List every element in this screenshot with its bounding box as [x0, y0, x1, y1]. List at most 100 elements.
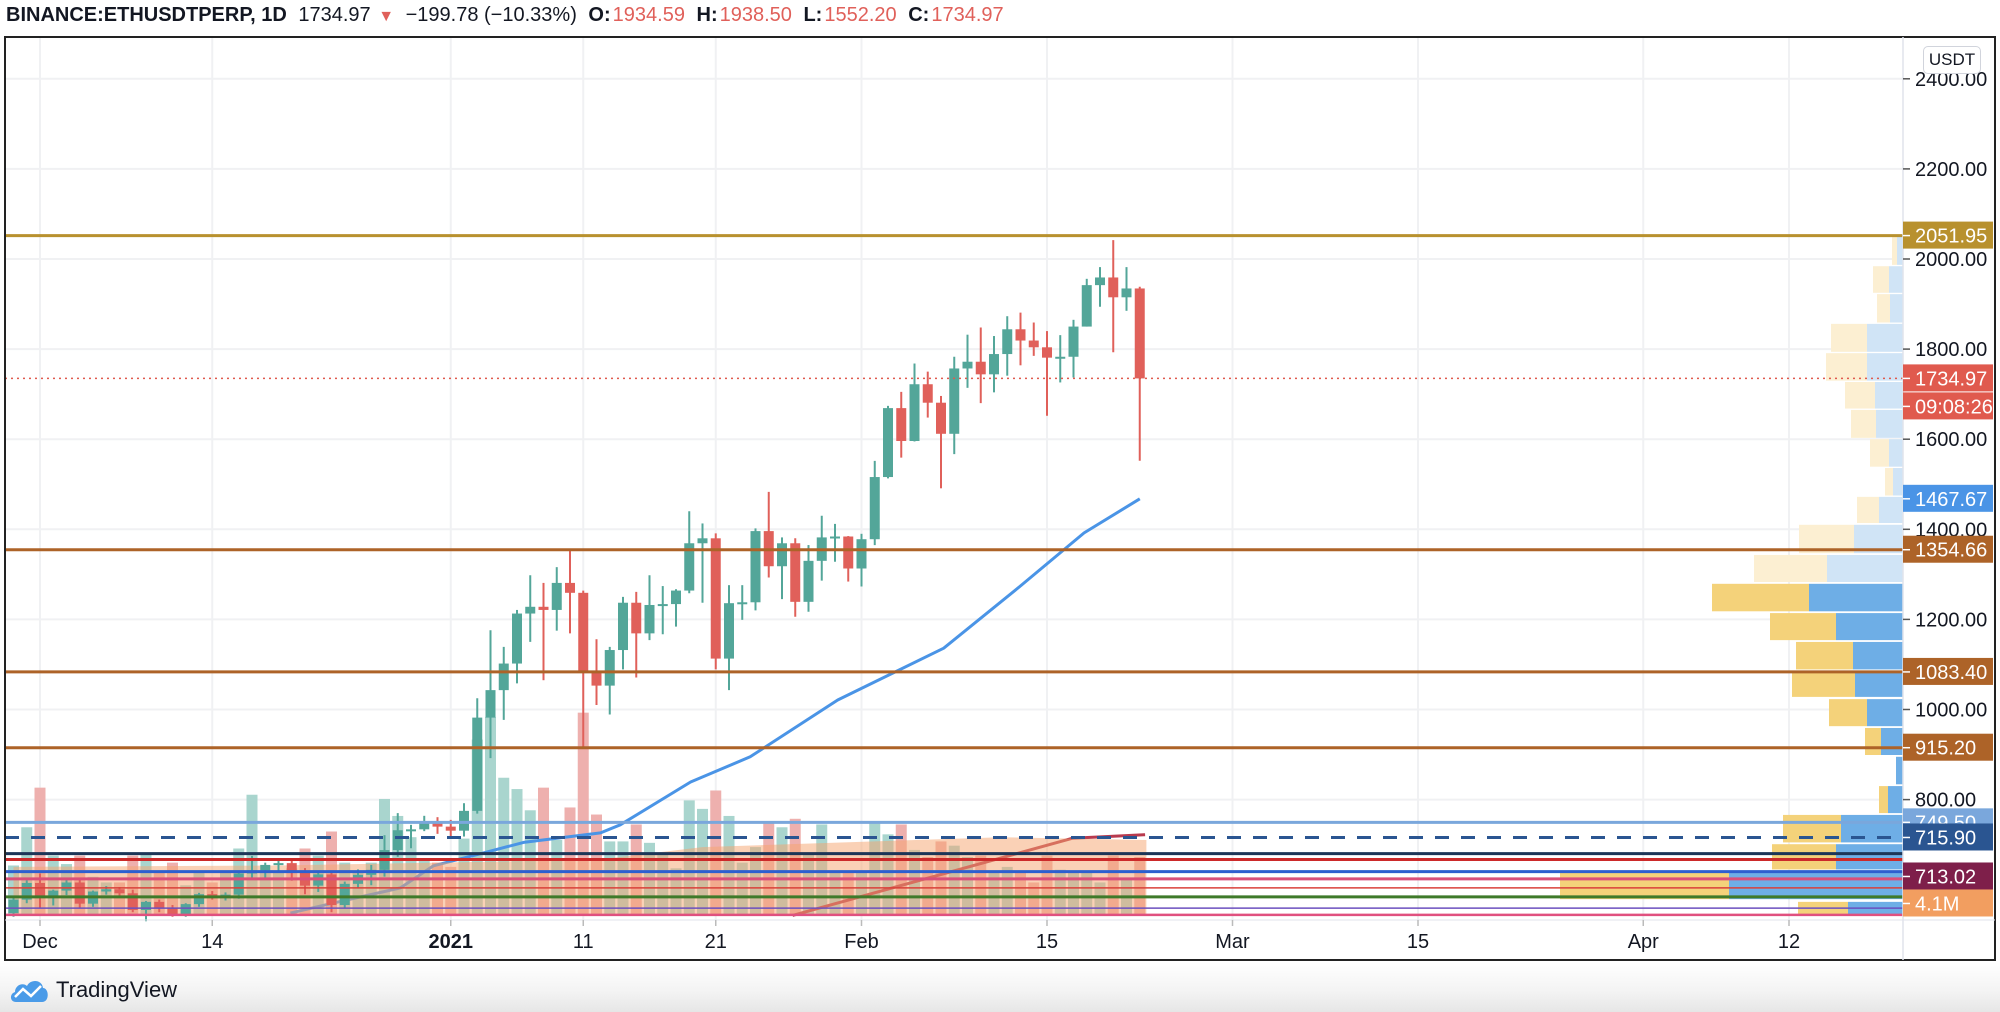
candle[interactable]: [962, 334, 973, 388]
candle[interactable]: [777, 537, 787, 600]
open-value: 1934.59: [612, 4, 685, 26]
candle[interactable]: [485, 630, 496, 759]
candle[interactable]: [339, 881, 350, 908]
candle[interactable]: [644, 575, 655, 641]
symbol-header: BINANCE:ETHUSDTPERP, 1D 1734.97 ▼ −199.7…: [6, 2, 1010, 28]
candle[interactable]: [790, 538, 801, 617]
candle[interactable]: [657, 586, 668, 635]
candle[interactable]: [816, 515, 827, 581]
candle[interactable]: [154, 899, 165, 913]
candle-body: [565, 582, 575, 593]
candle[interactable]: [684, 511, 695, 594]
candle[interactable]: [604, 646, 615, 715]
price-axis-label: 1600.00: [1915, 429, 1987, 451]
candle-body: [538, 606, 549, 610]
time-axis-label: Mar: [1215, 931, 1250, 953]
candle[interactable]: [141, 900, 151, 922]
candle[interactable]: [896, 391, 907, 458]
candle[interactable]: [710, 533, 721, 670]
candle[interactable]: [1002, 316, 1013, 376]
candle[interactable]: [1108, 240, 1119, 353]
candle[interactable]: [737, 585, 748, 620]
candle[interactable]: [538, 582, 549, 681]
price-change: −199.78 (−10.33%): [405, 4, 577, 26]
volume-profile-down-bar: [1865, 727, 1881, 756]
candle-body: [525, 606, 536, 614]
candle[interactable]: [233, 871, 244, 899]
candle[interactable]: [883, 405, 893, 479]
candle[interactable]: [1055, 335, 1066, 383]
candle[interactable]: [525, 575, 536, 642]
candle[interactable]: [194, 892, 204, 907]
candle[interactable]: [61, 878, 72, 896]
candle[interactable]: [1134, 286, 1145, 461]
candle[interactable]: [631, 591, 642, 678]
candle[interactable]: [975, 327, 986, 404]
volume-bar: [577, 712, 589, 915]
candle[interactable]: [803, 545, 814, 612]
candle-body: [8, 899, 19, 914]
open-label: O:: [588, 4, 611, 26]
candle[interactable]: [498, 646, 509, 720]
candle[interactable]: [724, 585, 734, 691]
tradingview-logo[interactable]: TradingView: [8, 976, 177, 1004]
close-value: 1734.97: [931, 4, 1004, 26]
candle-body: [286, 863, 297, 873]
candle[interactable]: [392, 813, 403, 857]
candle[interactable]: [843, 536, 854, 582]
candle[interactable]: [8, 896, 19, 917]
candle[interactable]: [551, 567, 562, 631]
candle[interactable]: [1015, 312, 1026, 366]
candle-body: [949, 368, 960, 434]
candle[interactable]: [472, 698, 483, 814]
candle[interactable]: [1042, 331, 1052, 416]
candle[interactable]: [671, 589, 681, 627]
volume-profile-up-bar: [1890, 294, 1903, 323]
candle[interactable]: [949, 356, 960, 455]
candle-body: [48, 890, 59, 896]
candle[interactable]: [763, 491, 774, 578]
last-price-tag-box: [1903, 364, 1993, 392]
candle[interactable]: [1095, 267, 1105, 307]
candle-body: [1108, 277, 1119, 298]
candle[interactable]: [459, 803, 469, 837]
candle-body: [1042, 347, 1052, 358]
candle[interactable]: [578, 590, 589, 747]
candle[interactable]: [432, 817, 443, 834]
candle[interactable]: [565, 550, 575, 634]
candle[interactable]: [1028, 322, 1039, 356]
candle[interactable]: [406, 824, 416, 849]
high-label: H:: [696, 4, 718, 26]
candle[interactable]: [273, 860, 284, 872]
down-triangle-icon: ▼: [378, 8, 395, 25]
level-price-tag-text: 715.90: [1915, 827, 1976, 849]
volume-profile-down-bar: [1792, 671, 1855, 697]
candle[interactable]: [1081, 278, 1092, 327]
indicator-value-tag: 713.02: [1903, 862, 1993, 890]
candle[interactable]: [750, 528, 761, 611]
candle[interactable]: [936, 395, 946, 489]
candle-body: [419, 822, 430, 830]
candle-body: [472, 717, 483, 811]
candle[interactable]: [856, 533, 867, 587]
candle[interactable]: [869, 460, 880, 546]
candle[interactable]: [830, 523, 840, 562]
candle[interactable]: [989, 336, 999, 393]
candle[interactable]: [21, 880, 32, 904]
candle[interactable]: [922, 371, 933, 418]
time-axis-label: Apr: [1628, 931, 1659, 953]
last-price: 1734.97: [298, 4, 371, 26]
bar-countdown-tag-text: 09:08:26: [1915, 396, 1993, 418]
candle[interactable]: [909, 363, 920, 442]
candle[interactable]: [1068, 319, 1079, 378]
candle[interactable]: [1121, 267, 1132, 311]
grid: [5, 37, 1903, 920]
volume-profile-up-bar: [1809, 583, 1903, 612]
horizontal-levels: [5, 234, 1903, 917]
candle-body: [551, 582, 562, 610]
currency-button[interactable]: USDT: [1923, 46, 1981, 74]
candle[interactable]: [74, 879, 85, 908]
candle[interactable]: [697, 523, 708, 603]
candle[interactable]: [618, 596, 628, 670]
